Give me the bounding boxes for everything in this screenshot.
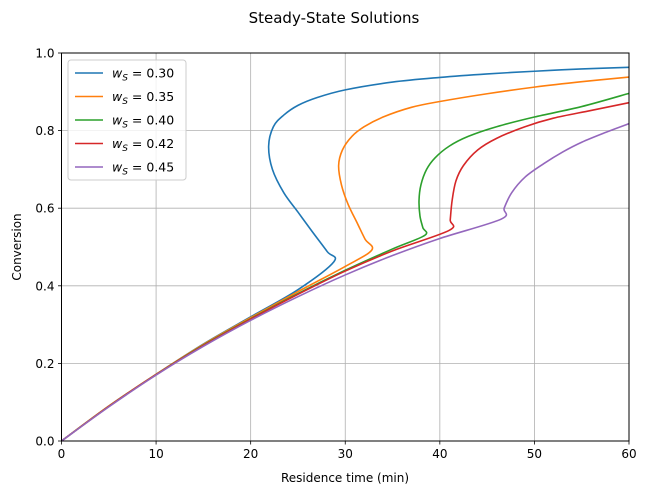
y-tick-label: 1.0 [35, 47, 54, 61]
y-tick-label: 0.6 [35, 202, 54, 216]
y-axis-label: Conversion [10, 213, 24, 280]
legend-label-value: = 0.42 [128, 136, 174, 151]
series-line-4 [61, 122, 630, 442]
legend-label-value: = 0.35 [128, 89, 174, 104]
ticks: 0 10 20 30 40 50 60 0.0 0.2 0.4 0.6 0.8 1.0 [35, 47, 636, 462]
legend-label-subscript: S [122, 121, 128, 131]
legend-label-base: w [112, 160, 123, 175]
x-tick-label: 10 [148, 447, 163, 461]
x-tick-label: 20 [243, 447, 258, 461]
x-tick-label: 60 [621, 447, 636, 461]
legend-label-base: w [112, 113, 123, 128]
series-line-1 [61, 76, 630, 442]
legend-label-2: wS = 0.40 [112, 113, 174, 131]
legend-label-subscript: S [122, 144, 128, 154]
legend-box [67, 59, 187, 181]
x-tick-label: 50 [527, 447, 542, 461]
x-tick-label: 0 [58, 447, 66, 461]
legend-label-value: = 0.45 [128, 160, 174, 175]
y-tick-label: 0.0 [35, 435, 54, 449]
legend-label-value: = 0.40 [128, 113, 174, 128]
legend-label-base: w [112, 136, 123, 151]
y-tick-label: 0.8 [35, 124, 54, 138]
legend-label-base: w [112, 66, 123, 81]
legend-label-subscript: S [122, 97, 128, 107]
x-tick-label: 30 [338, 447, 353, 461]
legend-label-0: wS = 0.30 [112, 66, 174, 84]
legend-label-value: = 0.30 [128, 66, 174, 81]
x-axis-label: Residence time (min) [281, 471, 409, 485]
legend-label-subscript: S [122, 74, 128, 84]
legend-label-base: w [112, 89, 123, 104]
y-tick-label: 0.2 [35, 357, 54, 371]
legend-label-4: wS = 0.45 [112, 160, 174, 178]
series-layer [61, 66, 630, 442]
legend-label-subscript: S [122, 168, 128, 178]
chart-title: Steady-State Solutions [249, 9, 420, 27]
y-tick-label: 0.4 [35, 279, 54, 293]
legend-label-1: wS = 0.35 [112, 89, 174, 107]
legend-label-3: wS = 0.42 [112, 136, 174, 154]
x-tick-label: 40 [432, 447, 447, 461]
